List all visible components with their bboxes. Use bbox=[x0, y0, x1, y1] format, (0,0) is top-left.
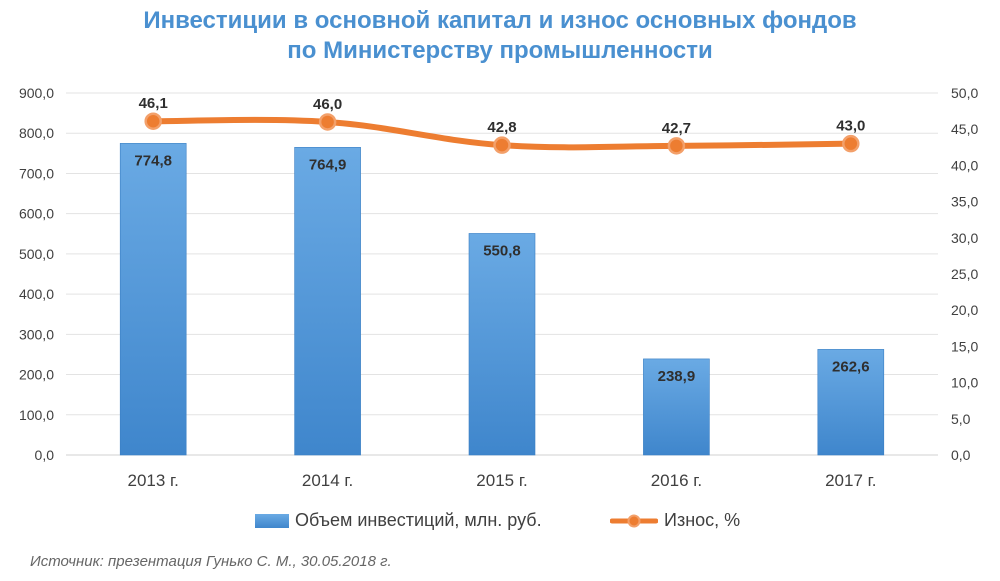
y-right-tick-label: 0,0 bbox=[951, 447, 971, 463]
bar bbox=[294, 147, 361, 456]
legend-label-wear: Износ, % bbox=[664, 510, 741, 530]
chart-title: Инвестиции в основной капитал и износ ос… bbox=[0, 6, 1000, 66]
line-data-label: 42,7 bbox=[662, 120, 691, 137]
bar bbox=[817, 349, 885, 456]
bar-data-label: 774,8 bbox=[134, 152, 172, 169]
legend-line-swatch bbox=[609, 514, 659, 528]
chart-title-line-1: Инвестиции в основной капитал и износ ос… bbox=[143, 7, 857, 34]
chart-legend: Объем инвестиций, млн. руб. Износ, % bbox=[0, 510, 1000, 534]
line-data-label: 43,0 bbox=[836, 118, 865, 135]
y-right-tick-label: 25,0 bbox=[951, 266, 978, 282]
legend-item-investments: Объем инвестиций, млн. руб. bbox=[255, 510, 542, 531]
bar bbox=[119, 143, 187, 456]
y-right-tick-label: 20,0 bbox=[951, 302, 978, 318]
bar-data-label: 764,9 bbox=[309, 156, 347, 173]
bar-data-label: 262,6 bbox=[832, 358, 870, 375]
y-left-tick-label: 100,0 bbox=[19, 407, 54, 423]
legend-label-investments: Объем инвестиций, млн. руб. bbox=[295, 510, 542, 530]
y-right-tick-label: 5,0 bbox=[951, 411, 971, 427]
legend-bar-swatch bbox=[255, 513, 289, 528]
y-left-tick-label: 200,0 bbox=[19, 367, 54, 383]
y-left-tick-label: 700,0 bbox=[19, 165, 54, 181]
line-marker bbox=[144, 112, 162, 130]
y-left-tick-label: 500,0 bbox=[19, 246, 54, 262]
line-marker bbox=[318, 113, 337, 131]
y-left-tick-label: 800,0 bbox=[19, 125, 54, 141]
bar-data-label: 238,9 bbox=[658, 368, 696, 385]
y-right-tick-label: 30,0 bbox=[951, 230, 978, 246]
legend-item-wear: Износ, % bbox=[609, 510, 741, 531]
y-right-tick-label: 15,0 bbox=[951, 338, 978, 354]
y-right-tick-label: 35,0 bbox=[951, 194, 978, 210]
y-right-tick-label: 50,0 bbox=[951, 85, 978, 101]
y-left-tick-label: 0,0 bbox=[35, 447, 55, 463]
x-tick-label: 2016 г. bbox=[651, 471, 702, 490]
line-marker bbox=[842, 134, 860, 153]
y-right-tick-label: 40,0 bbox=[951, 157, 978, 173]
y-right-tick-label: 10,0 bbox=[951, 375, 978, 391]
line-marker bbox=[493, 136, 511, 154]
y-left-tick-label: 300,0 bbox=[19, 326, 54, 342]
x-tick-label: 2013 г. bbox=[128, 471, 179, 490]
source-note: Источник: презентация Гунько С. М., 30.0… bbox=[30, 553, 392, 570]
chart-title-line-2: по Министерству промышленности bbox=[287, 37, 713, 64]
line-data-label: 42,8 bbox=[487, 119, 516, 136]
bar-data-label: 550,8 bbox=[483, 242, 521, 259]
bar bbox=[643, 358, 710, 456]
line-marker bbox=[667, 137, 686, 155]
y-left-tick-label: 600,0 bbox=[19, 206, 54, 222]
y-left-tick-label: 900,0 bbox=[19, 85, 54, 101]
x-tick-label: 2014 г. bbox=[302, 471, 353, 490]
bar bbox=[468, 233, 536, 456]
x-tick-label: 2015 г. bbox=[476, 471, 527, 490]
chart-plot: 0,0 100,0 200,0 300,0 400,0 500,0 600,0 700,0 80… bbox=[19, 85, 979, 490]
line-data-label: 46,0 bbox=[313, 96, 342, 113]
line-data-label: 46,1 bbox=[139, 95, 168, 112]
y-left-tick-label: 400,0 bbox=[19, 286, 54, 302]
x-tick-label: 2017 г. bbox=[825, 471, 876, 490]
y-right-tick-label: 45,0 bbox=[951, 121, 978, 137]
